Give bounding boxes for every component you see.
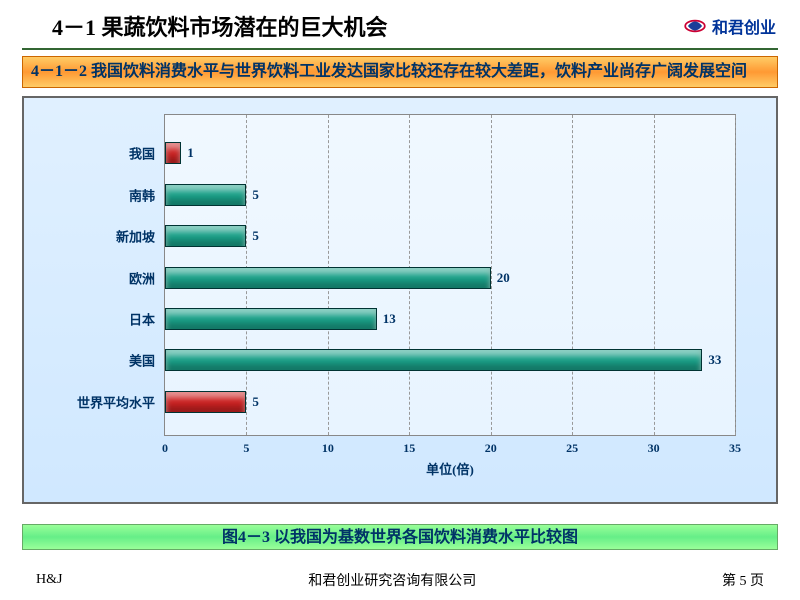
footer-right: 第 5 页 (722, 570, 764, 590)
grid-line (735, 115, 736, 435)
x-tick: 25 (566, 441, 578, 456)
value-label: 5 (252, 228, 259, 244)
value-label: 1 (187, 145, 194, 161)
category-label: 南韩 (129, 185, 155, 204)
value-label: 20 (497, 270, 510, 286)
bar (165, 308, 377, 330)
bar (165, 391, 246, 413)
brand-text: 和君创业 (712, 14, 776, 38)
category-label: 世界平均水平 (77, 392, 155, 411)
x-tick: 35 (729, 441, 741, 456)
footer-left: H&J (36, 572, 62, 588)
x-axis-label: 单位(倍) (165, 459, 735, 478)
x-tick: 20 (485, 441, 497, 456)
category-label: 我国 (129, 144, 155, 163)
plot-area: 单位(倍) 05101520253035我国1南韩5新加坡5欧洲20日本13美国… (164, 114, 736, 436)
brand: 和君创业 (684, 14, 776, 38)
subtitle-banner: 4－1－2 我国饮料消费水平与世界饮料工业发达国家比较还存在较大差距，饮料产业尚… (22, 56, 778, 88)
x-tick: 30 (648, 441, 660, 456)
category-label: 美国 (129, 351, 155, 370)
brand-logo-icon (684, 18, 706, 34)
bar (165, 142, 181, 164)
bar (165, 225, 246, 247)
grid-line (654, 115, 655, 435)
chart-container: 单位(倍) 0 5 10 15 20 25 30 35 我国 1 南韩 5 新加坡 5 欧洲 20 日本 13 美国… (22, 96, 778, 504)
x-tick: 5 (243, 441, 249, 456)
page-title: 4－1 果蔬饮料市场潜在的巨大机会 (52, 10, 388, 42)
bar (165, 349, 702, 371)
value-label: 5 (252, 187, 259, 203)
value-label: 13 (383, 311, 396, 327)
category-label: 日本 (129, 310, 155, 329)
grid-line (491, 115, 492, 435)
header: 4－1 果蔬饮料市场潜在的巨大机会 和君创业 (0, 0, 800, 48)
x-tick: 10 (322, 441, 334, 456)
value-label: 5 (252, 394, 259, 410)
x-tick: 15 (403, 441, 415, 456)
bar (165, 184, 246, 206)
value-label: 33 (708, 352, 721, 368)
category-label: 欧洲 (129, 268, 155, 287)
bar (165, 267, 491, 289)
footer: H&J 和君创业研究咨询有限公司 第 5 页 (0, 570, 800, 590)
header-divider (22, 48, 778, 50)
category-label: 新加坡 (116, 227, 155, 246)
x-tick: 0 (162, 441, 168, 456)
footer-center: 和君创业研究咨询有限公司 (308, 570, 476, 590)
figure-caption: 图4－3 以我国为基数世界各国饮料消费水平比较图 (22, 524, 778, 550)
grid-line (572, 115, 573, 435)
